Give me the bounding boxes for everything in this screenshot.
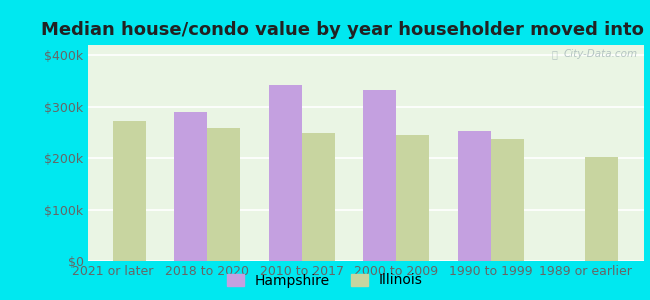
Bar bbox=[207, 128, 240, 261]
Bar bbox=[269, 85, 302, 261]
Bar bbox=[491, 139, 524, 261]
Title: Median house/condo value by year householder moved into unit: Median house/condo value by year househo… bbox=[41, 21, 650, 39]
Bar bbox=[302, 133, 335, 261]
Bar bbox=[585, 157, 618, 261]
Bar bbox=[458, 131, 491, 261]
Bar bbox=[396, 135, 430, 261]
Text: ⓘ: ⓘ bbox=[551, 49, 557, 59]
Bar bbox=[113, 121, 146, 261]
Bar bbox=[363, 90, 396, 261]
Legend: Hampshire, Illinois: Hampshire, Illinois bbox=[222, 268, 428, 293]
Bar bbox=[174, 112, 207, 261]
Text: City-Data.com: City-Data.com bbox=[564, 49, 638, 59]
